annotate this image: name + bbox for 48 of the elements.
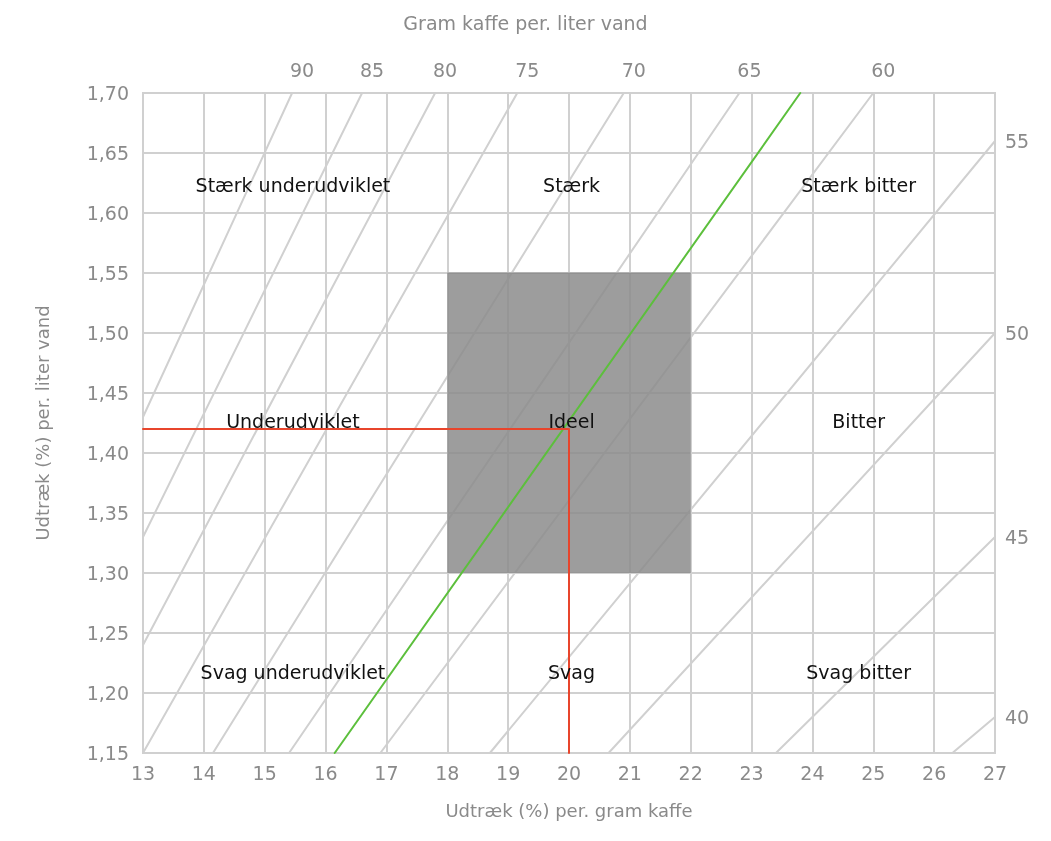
x-tick-label: 15 (252, 761, 277, 784)
y-tick-label: 1,15 (86, 742, 129, 764)
x-tick-label: 17 (374, 761, 399, 784)
y-tick-label: 1,70 (86, 82, 129, 104)
series-label: 50 (1005, 322, 1030, 344)
annotation: Stærk underudviklet (195, 173, 391, 196)
annotation: Underudviklet (226, 410, 360, 433)
x-tick-label: 27 (982, 761, 1008, 784)
x-tick-label: 18 (435, 761, 460, 784)
x-tick-label: 19 (496, 761, 521, 784)
x-tick-label: 13 (130, 761, 156, 784)
x-tick-label: 26 (922, 761, 947, 784)
y-tick-label: 1,55 (86, 262, 129, 284)
chart-title: Gram kaffe per. liter vand (403, 11, 648, 34)
y-tick-label: 1,30 (86, 562, 129, 584)
series-label: 85 (359, 58, 385, 81)
y-tick-label: 1,45 (86, 382, 129, 404)
y-tick-label: 1,40 (86, 442, 129, 464)
y-tick-label: 1,65 (86, 142, 129, 164)
x-tick-label: 14 (191, 761, 216, 784)
series-label: 45 (1005, 526, 1030, 548)
x-tick-label: 23 (739, 761, 764, 784)
x-tick-label: 20 (556, 761, 582, 784)
annotation: Svag underudviklet (200, 660, 386, 683)
x-axis-title: Udtræk (%) per. gram kaffe (445, 799, 693, 821)
series-label: 65 (737, 58, 762, 81)
series-label: 75 (515, 58, 540, 81)
y-tick-label: 1,60 (86, 202, 129, 224)
y-tick-label: 1,50 (86, 322, 129, 344)
y-tick-label: 1,25 (86, 622, 129, 644)
x-tick-label: 24 (800, 761, 825, 784)
series-label: 80 (433, 58, 458, 81)
series-label: 60 (871, 58, 896, 81)
y-axis-title: Udtræk (%) per. liter vand (31, 305, 53, 541)
annotation: Bitter (832, 410, 886, 433)
series-label: 90 (290, 58, 315, 81)
annotation: Svag bitter (806, 660, 912, 683)
series-label: 55 (1005, 130, 1030, 152)
x-tick-label: 25 (861, 761, 886, 784)
x-tick-label: 22 (678, 761, 703, 784)
series-label: 70 (621, 58, 646, 81)
x-tick-label: 21 (617, 761, 642, 784)
series-label: 40 (1005, 706, 1030, 728)
annotation: Stærk bitter (801, 173, 917, 196)
annotation: Stærk (543, 173, 601, 196)
x-tick-label: 16 (313, 761, 338, 784)
y-tick-label: 1,20 (86, 682, 129, 704)
y-tick-label: 1,35 (86, 502, 129, 524)
